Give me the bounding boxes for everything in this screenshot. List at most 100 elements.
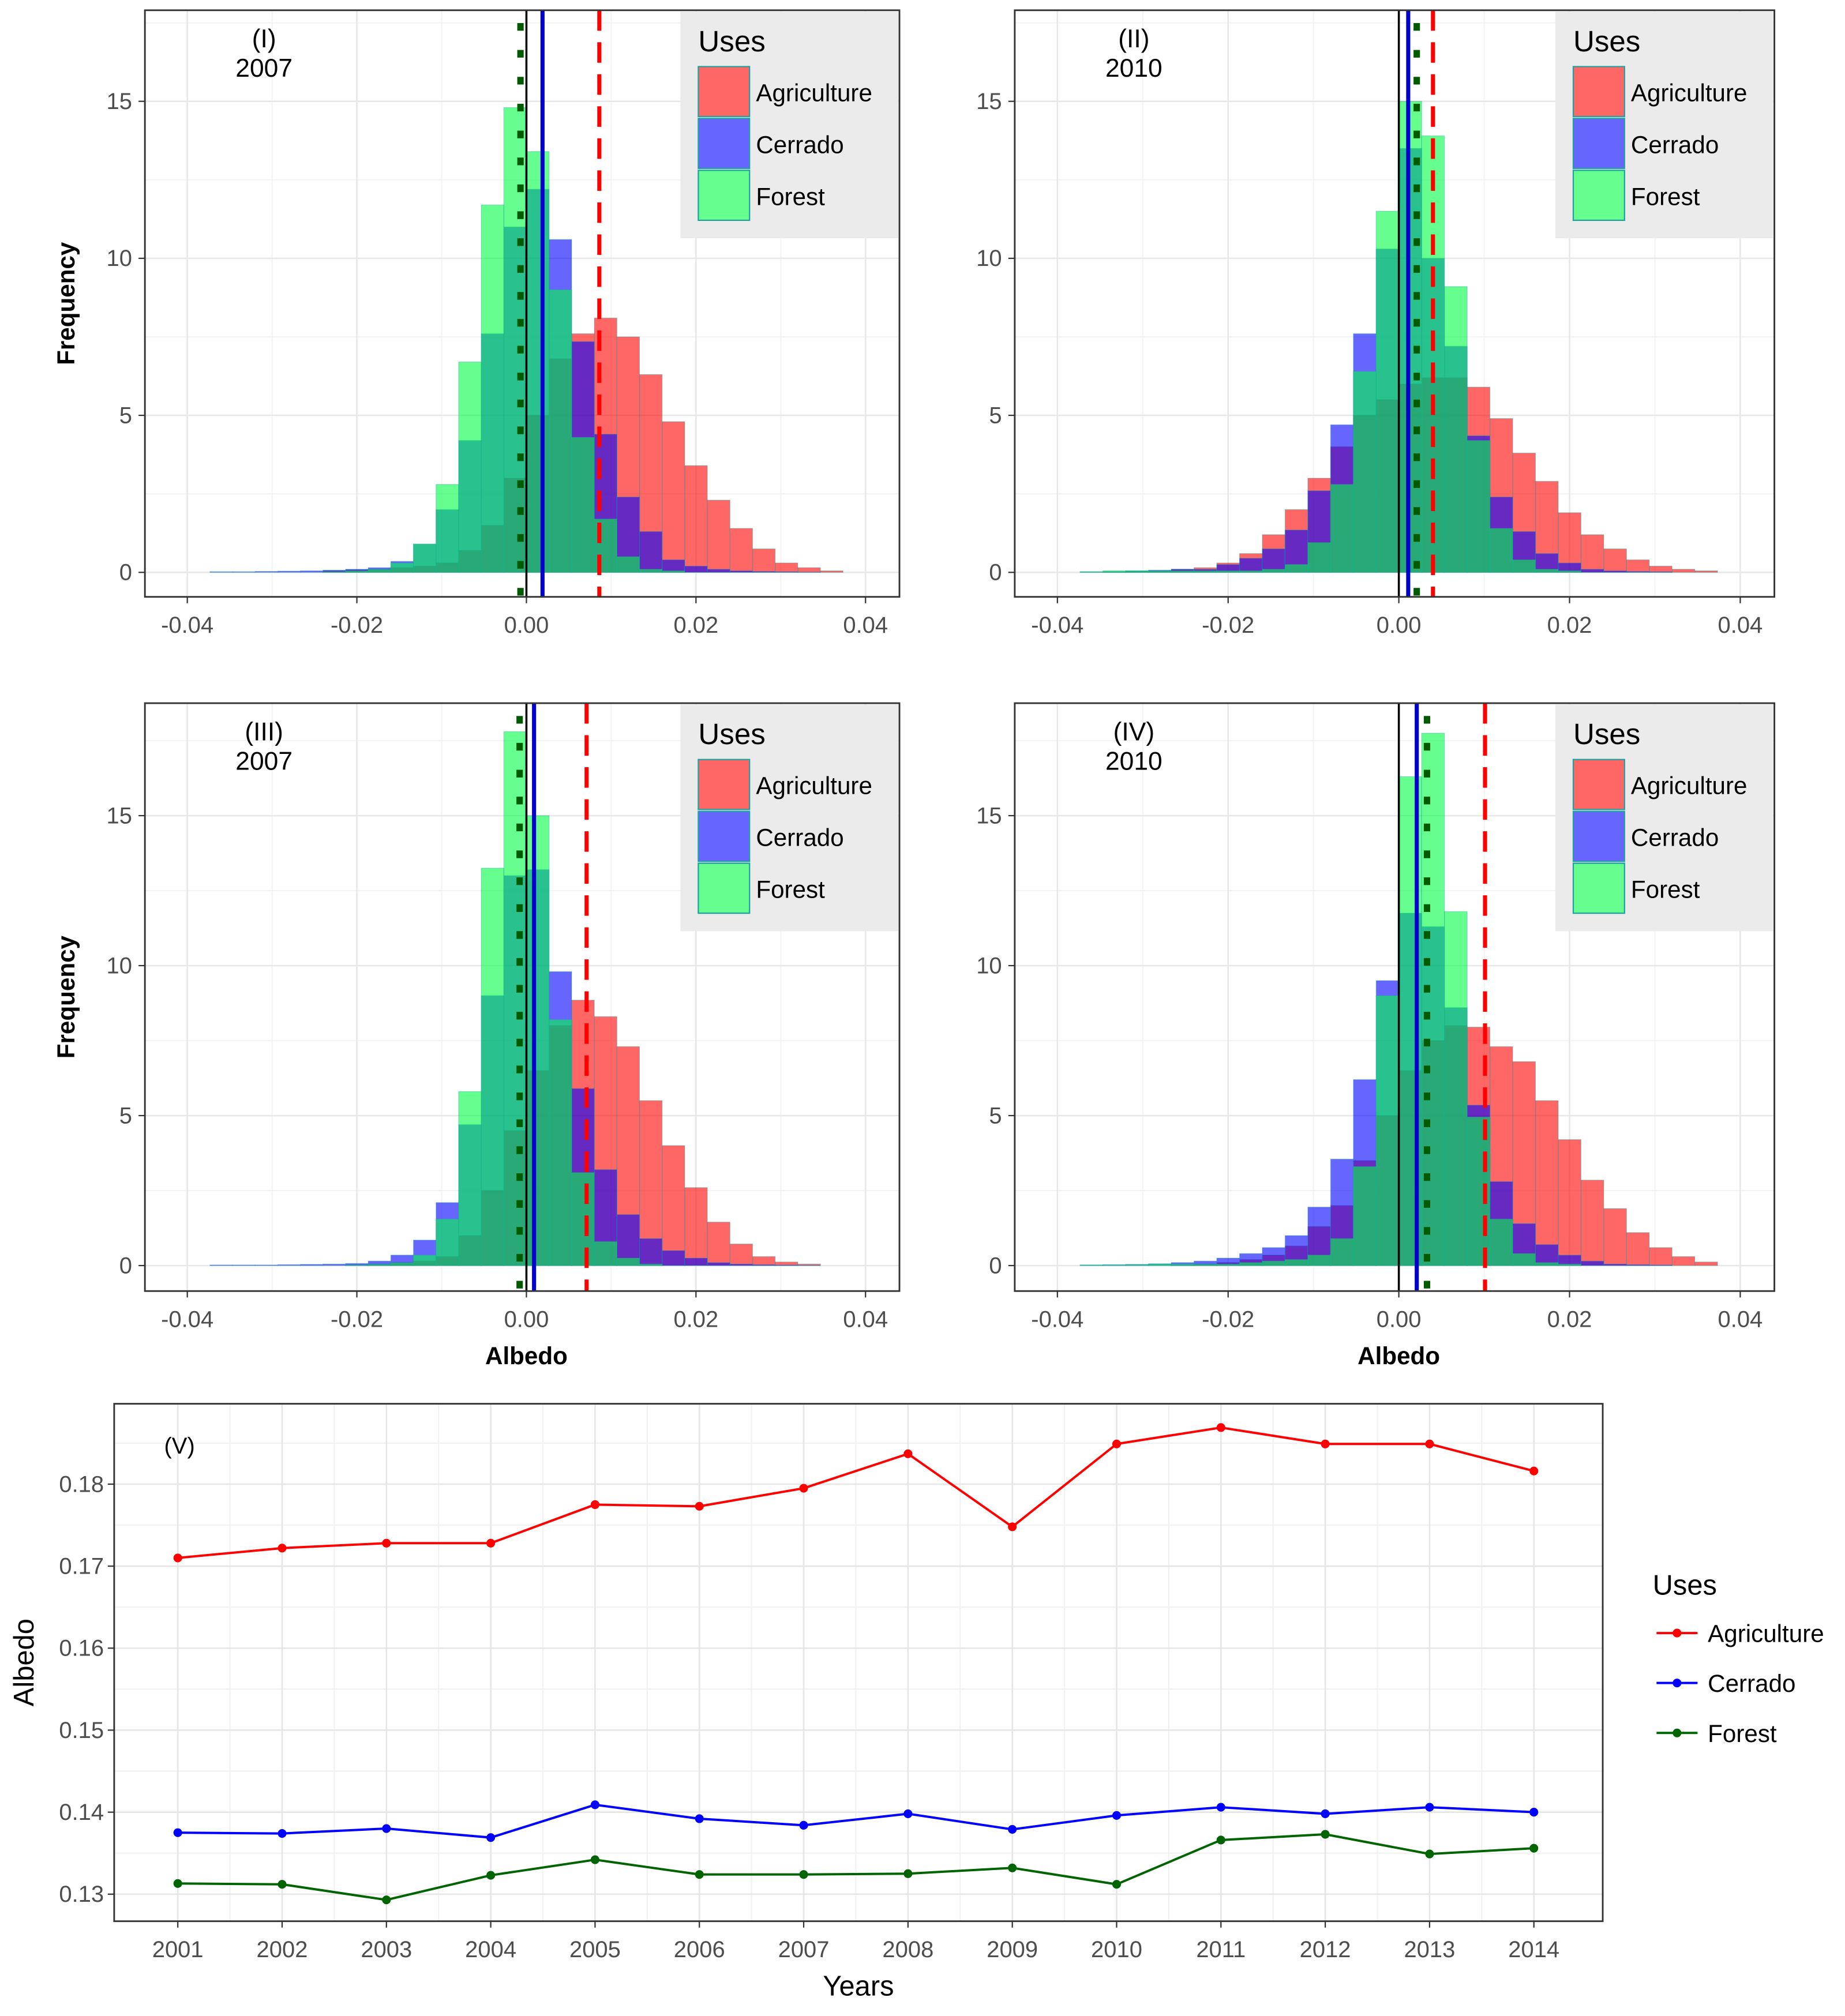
y-tick-label: 5: [989, 403, 1002, 428]
legend-label-forest: Forest: [1708, 1720, 1777, 1747]
bar-forest: [412, 543, 437, 573]
bar-forest: [526, 151, 550, 573]
line-series-agriculture: [173, 1423, 1539, 1563]
bar-forest: [503, 731, 527, 1266]
x-tick-label: -0.04: [1031, 1307, 1083, 1332]
bar-cerrado: [639, 1238, 663, 1266]
bar-agriculture: [1558, 1139, 1582, 1266]
legend: Uses Agriculture Cerrado Forest: [680, 11, 898, 239]
bar-agriculture: [662, 1145, 685, 1266]
bar-cerrado: [752, 570, 776, 573]
bar-forest: [1535, 569, 1559, 573]
legend-label-agriculture: Agriculture: [1631, 772, 1747, 799]
bar-forest: [662, 570, 685, 573]
bar-cerrado: [254, 1264, 279, 1266]
line-cerrado: [178, 1803, 1534, 1839]
series-forest: [1079, 733, 1582, 1266]
bar-forest: [571, 1172, 595, 1266]
x-tick-label: 0.00: [1377, 1307, 1422, 1332]
plot-background: [114, 1403, 1603, 1921]
bar-agriculture: [707, 500, 730, 573]
bar-forest: [1467, 440, 1491, 573]
bar-forest: [1375, 995, 1400, 1266]
bar-forest: [1284, 564, 1308, 573]
bar-forest: [1375, 211, 1400, 573]
bar-forest: [1421, 733, 1445, 1266]
bar-forest: [1444, 286, 1468, 573]
legend-title: Uses: [1573, 25, 1640, 58]
y-tick-label: 15: [107, 803, 132, 828]
x-tick-label: 0.00: [504, 1307, 549, 1332]
bar-forest: [1193, 1263, 1217, 1266]
bar-agriculture: [820, 570, 843, 573]
x-tick-label: 2012: [1300, 1937, 1351, 1962]
bar-forest: [1102, 570, 1126, 573]
bar-agriculture: [1535, 1100, 1559, 1266]
legend-key-forest: [697, 862, 751, 914]
bar-forest: [503, 107, 527, 573]
bar-cerrado: [277, 570, 301, 573]
point-agriculture: [1008, 1522, 1017, 1531]
legend-title: Uses: [698, 718, 765, 750]
legend-key-agriculture: [697, 759, 751, 810]
point-forest: [1112, 1880, 1122, 1889]
plot-border: [144, 702, 901, 1292]
legend-point-forest: [1672, 1728, 1682, 1737]
bar-agriculture: [684, 465, 708, 573]
x-tick-label: 2004: [465, 1937, 516, 1962]
series-forest: [322, 107, 685, 573]
legend-key-agriculture: [1572, 66, 1625, 118]
point-agriculture: [799, 1484, 808, 1493]
bar-forest: [616, 556, 640, 573]
bar-forest: [1330, 1238, 1354, 1266]
bar-forest: [436, 1218, 459, 1266]
legend-key-cerrado: [697, 118, 751, 170]
y-tick-label: 10: [976, 246, 1002, 271]
bar-cerrado: [616, 1214, 640, 1266]
bar-agriculture: [729, 1243, 753, 1266]
x-tick-label: 2011: [1196, 1937, 1246, 1962]
histogram-panel-3: -0.04 -0.02 0.00 0.02 0.04 0 5 10 15 (III)2007 Use…: [52, 702, 901, 1369]
bar-agriculture: [1649, 1247, 1672, 1266]
bar-forest: [345, 570, 369, 573]
series-forest: [345, 731, 663, 1266]
point-cerrado: [486, 1833, 496, 1842]
point-agriculture: [1216, 1423, 1225, 1432]
legend-label-agriculture: Agriculture: [756, 772, 872, 799]
bar-cerrado: [322, 1263, 346, 1266]
point-cerrado: [1112, 1811, 1122, 1820]
legend-title: Uses: [698, 25, 765, 58]
legend-key-forest: [697, 170, 751, 222]
bar-forest: [1444, 911, 1468, 1266]
legend-key-agriculture: [1572, 759, 1625, 810]
x-tick-label: -0.04: [1031, 613, 1083, 638]
bar-cerrado: [1626, 570, 1650, 573]
bar-forest: [1353, 371, 1377, 573]
line-series-cerrado: [173, 1800, 1539, 1842]
legend-label-agriculture: Agriculture: [1708, 1620, 1824, 1647]
y-tick-label: 0.15: [59, 1718, 104, 1743]
panel-label: (I): [252, 25, 276, 53]
legend-key-cerrado: [697, 810, 751, 862]
point-forest: [1216, 1835, 1225, 1845]
y-tick-label: 10: [976, 953, 1002, 978]
bar-cerrado: [797, 572, 821, 573]
bar-forest: [1330, 484, 1354, 573]
bar-agriculture: [684, 1187, 708, 1266]
point-agriculture: [486, 1538, 496, 1548]
point-agriculture: [903, 1449, 913, 1458]
bar-cerrado: [775, 1264, 798, 1266]
legend-key-forest: [1572, 170, 1625, 222]
bar-forest: [549, 1019, 572, 1266]
plot-border: [113, 1403, 1604, 1923]
x-tick-label: 2002: [257, 1937, 308, 1962]
bar-cerrado: [1580, 569, 1604, 573]
bar-agriculture: [1671, 1256, 1696, 1266]
point-forest: [1321, 1830, 1330, 1839]
x-tick-label: -0.02: [331, 613, 383, 638]
line-agriculture: [177, 1426, 1535, 1559]
y-axis-title: Frequency: [52, 935, 80, 1058]
point-agriculture: [278, 1544, 287, 1553]
legend-title: Uses: [1653, 1570, 1717, 1601]
